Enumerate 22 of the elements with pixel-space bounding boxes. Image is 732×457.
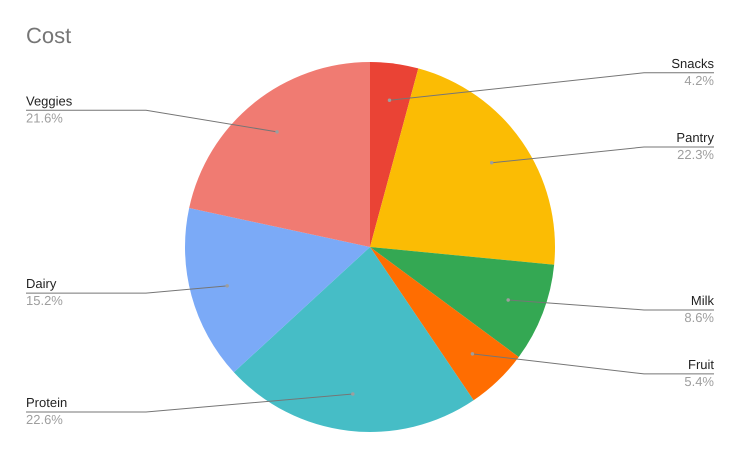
- chart-title: Cost: [26, 23, 72, 48]
- slice-label: Veggies: [26, 93, 73, 108]
- data-label: 15.2%: [26, 293, 64, 308]
- pie-slice: [370, 62, 418, 247]
- slice-label: Protein: [26, 395, 68, 410]
- pie-slice: [234, 247, 474, 432]
- data-label: 5.4%: [684, 374, 714, 389]
- slice-label: Snacks: [671, 56, 714, 71]
- pie-slice: [370, 68, 555, 265]
- data-label: 8.6%: [684, 310, 714, 325]
- slice-label: Pantry: [676, 130, 714, 145]
- data-label: 22.3%: [677, 146, 714, 162]
- data-label: 21.6%: [26, 110, 64, 126]
- pie-slice: [189, 62, 370, 247]
- pie-slice: [370, 247, 519, 400]
- data-label: 4.2%: [684, 72, 714, 88]
- slice-label: Fruit: [688, 356, 714, 372]
- pie-slice: [370, 247, 554, 358]
- pie-slice: [185, 208, 370, 372]
- slice-label: Dairy: [26, 276, 57, 292]
- slice-label: Milk: [690, 292, 714, 308]
- data-label: 22.6%: [26, 412, 64, 427]
